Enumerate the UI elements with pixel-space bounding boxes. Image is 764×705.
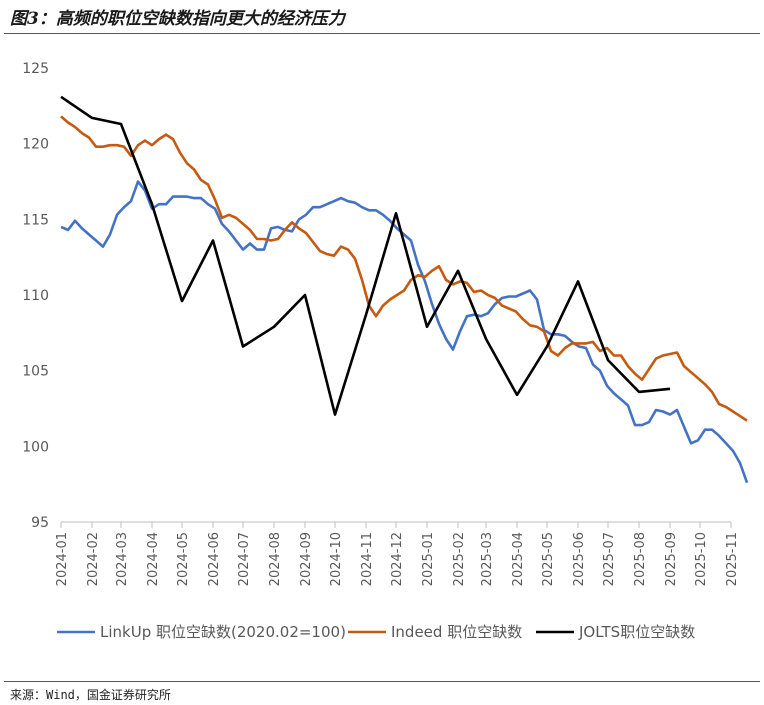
title-divider xyxy=(4,33,760,34)
x-tick-label: 2025-08 xyxy=(633,532,648,586)
x-tick-label: 2025-02 xyxy=(452,532,467,586)
legend-label: LinkUp 职位空缺数(2020.02=100) xyxy=(100,623,346,641)
legend-label: Indeed 职位空缺数 xyxy=(391,623,522,641)
y-tick-label: 120 xyxy=(22,137,49,153)
x-tick-label: 2025-03 xyxy=(480,532,495,586)
x-tick-label: 2025-05 xyxy=(541,532,556,586)
source-note: 来源：Wind，国金证券研究所 xyxy=(10,688,171,702)
x-tick-label: 2024-07 xyxy=(237,532,252,586)
x-tick-label: 2024-12 xyxy=(390,532,405,586)
series-layer xyxy=(60,95,749,484)
y-tick-label: 125 xyxy=(22,61,49,77)
x-tick-label: 2024-04 xyxy=(146,532,161,586)
x-tick-label: 2025-07 xyxy=(602,532,617,586)
y-tick-label: 95 xyxy=(31,515,49,531)
y-axis: 95 100 105 110 115 120 125 xyxy=(22,61,49,531)
x-tick-label: 2024-01 xyxy=(55,532,70,586)
x-tick-label: 2025-11 xyxy=(725,532,740,586)
x-tick-label: 2024-10 xyxy=(329,532,344,586)
y-tick-label: 100 xyxy=(22,439,49,455)
x-axis: 2024-01 2024-02 2024-03 2024-04 2024-05 2024-… xyxy=(55,521,740,586)
x-tick-label: 2024-06 xyxy=(207,532,222,586)
y-tick-label: 115 xyxy=(22,212,49,228)
x-tick-label: 2024-11 xyxy=(360,532,375,586)
x-tick-label: 2025-04 xyxy=(511,532,526,586)
x-tick-label: 2024-02 xyxy=(86,532,101,586)
x-tick-label: 2024-03 xyxy=(115,532,130,586)
y-tick-label: 110 xyxy=(22,288,49,304)
series-line-0 xyxy=(60,180,749,484)
source-divider xyxy=(4,681,760,682)
chart-title: 图3：高频的职位空缺数指向更大的经济压力 xyxy=(10,9,345,29)
x-tick-label: 2025-09 xyxy=(664,532,679,586)
series-line-2 xyxy=(60,95,671,416)
x-tick-label: 2024-05 xyxy=(176,532,191,586)
x-tick-label: 2025-10 xyxy=(694,532,709,586)
x-tick-label: 2024-08 xyxy=(268,532,283,586)
legend-label: JOLTS职位空缺数 xyxy=(578,623,695,641)
series-line-1 xyxy=(60,115,748,422)
x-tick-label: 2025-01 xyxy=(421,532,436,586)
x-tick-label: 2025-06 xyxy=(572,532,587,586)
x-tick-label: 2024-09 xyxy=(299,532,314,586)
legend: LinkUp 职位空缺数(2020.02=100) Indeed 职位空缺数 JOL… xyxy=(57,623,695,641)
y-tick-label: 105 xyxy=(22,364,49,380)
